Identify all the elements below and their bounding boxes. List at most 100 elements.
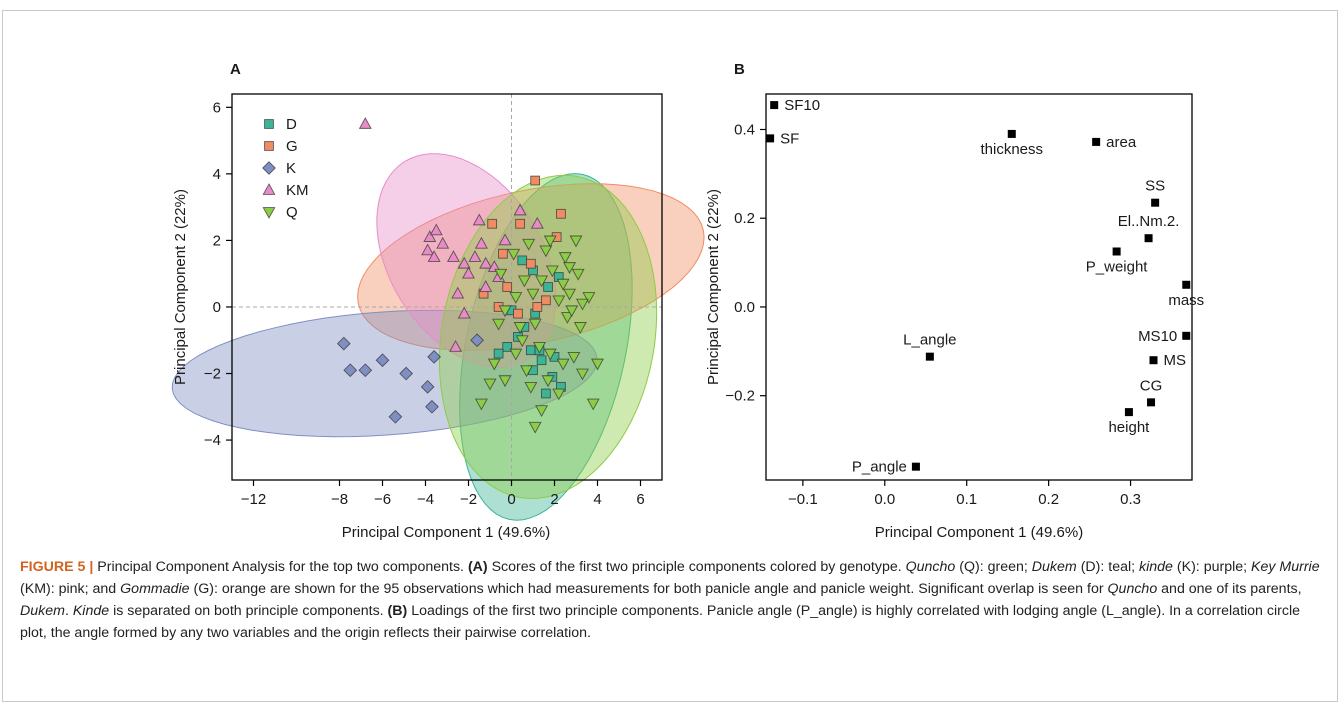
- ellipse-d: [459, 173, 633, 521]
- point-q: [558, 252, 572, 264]
- caption-panel-b-ref: (B): [387, 603, 408, 619]
- point-km: [429, 223, 443, 236]
- point-q: [535, 405, 549, 418]
- point-km: [472, 213, 486, 226]
- point-km: [474, 236, 488, 249]
- panel-a-y-ticks: −4 −2 0 2 4 6: [204, 99, 232, 449]
- point-k: [358, 363, 373, 378]
- x-tick-label: 0.1: [956, 491, 977, 508]
- point-km: [513, 203, 527, 216]
- point-q: [535, 275, 549, 288]
- loading-point: [766, 134, 775, 143]
- caption-genotype-name: Quncho: [1107, 581, 1158, 597]
- panel-a-y-axis-title: Principal Component 2 (22%): [172, 189, 189, 385]
- point-g: [556, 208, 566, 219]
- loading-point: [1182, 280, 1191, 289]
- panel-a-scores-plot: A −12 −8 −6 −4 −2 0 2 4 6 −4 −2 0 2 4 6 Principal Com…: [171, 61, 705, 541]
- point-km: [427, 250, 441, 262]
- figure-charts: A −12 −8 −6 −4 −2 0 2 4 6 −4 −2 0 2 4 6 Principal Com…: [171, 61, 1204, 541]
- loading-point: [1112, 247, 1121, 256]
- point-k: [375, 353, 390, 368]
- point-q: [524, 381, 538, 394]
- loading-label: MS10: [1138, 328, 1177, 345]
- point-q: [515, 335, 529, 348]
- point-q: [552, 295, 566, 308]
- point-q: [563, 262, 577, 274]
- point-k: [420, 379, 435, 394]
- x-tick-label: 0: [507, 491, 515, 508]
- point-q: [563, 288, 577, 301]
- legend-label-q: Q: [286, 204, 298, 221]
- point-k: [336, 336, 351, 351]
- legend-marker-q: [262, 207, 276, 219]
- panel-a-x-axis-title: Principal Component 1 (49.6%): [342, 524, 550, 541]
- legend-marker-km: [262, 183, 276, 195]
- point-q: [575, 368, 589, 381]
- point-km: [530, 216, 544, 229]
- panel-a-legend: DGK KM Q: [262, 116, 309, 221]
- x-tick-label: 4: [593, 491, 601, 508]
- point-km: [479, 256, 493, 269]
- point-q: [498, 375, 512, 388]
- point-q: [543, 348, 557, 361]
- point-km: [479, 280, 493, 292]
- caption-genotype-name: Quncho: [905, 559, 956, 575]
- point-g: [502, 282, 513, 292]
- point-d: [502, 342, 513, 352]
- caption-genotype-name: Dukem: [1031, 559, 1077, 575]
- x-tick-label: 2: [550, 491, 558, 508]
- point-q: [543, 235, 557, 248]
- point-km: [358, 117, 372, 129]
- panel-b-label: B: [734, 61, 745, 78]
- panel-a-x-ticks: −12 −8 −6 −4 −2 0 2 4 6: [241, 480, 645, 508]
- ellipse-q: [438, 174, 658, 500]
- ellipse-k: [171, 309, 598, 438]
- legend-marker-k: [262, 161, 276, 175]
- loading-point: [1124, 408, 1133, 417]
- y-tick-label: 2: [213, 232, 221, 249]
- point-km: [423, 230, 437, 242]
- caption-genotype-name: Gommadie: [120, 581, 190, 597]
- loading-label: area: [1106, 134, 1137, 151]
- point-k: [427, 350, 441, 364]
- caption-text: .: [64, 603, 73, 619]
- y-tick-label: −4: [204, 432, 221, 449]
- legend-label-k: K: [286, 160, 296, 177]
- point-km: [468, 250, 482, 262]
- point-k: [399, 366, 414, 381]
- panel-b-points: SF10 SF thickness area SS El..Nm.2. P_weightma…: [766, 97, 1204, 476]
- point-km: [498, 233, 512, 246]
- panel-b-x-ticks: −0.1 0.0 0.1 0.2 0.3: [788, 480, 1141, 508]
- loading-point: [1092, 137, 1101, 146]
- legend-marker-g: [264, 141, 274, 151]
- point-q: [552, 388, 566, 401]
- caption-text: (D): teal;: [1076, 559, 1140, 575]
- legend-label-km: KM: [286, 182, 309, 199]
- panel-b-loadings-plot: B SF10 SF thickness area SS El..Nm.2. P_weight…: [705, 61, 1204, 541]
- point-g: [498, 248, 508, 259]
- caption-text: is separated on both principle component…: [109, 603, 388, 619]
- panel-b-x-axis-title: Principal Component 1 (49.6%): [875, 524, 1083, 541]
- panel-a-points: [336, 117, 604, 434]
- y-tick-label: 6: [213, 99, 221, 116]
- caption-text: (Q): green;: [955, 559, 1032, 575]
- point-q: [517, 275, 531, 288]
- point-q: [474, 398, 488, 411]
- y-tick-label: 0.4: [734, 121, 755, 138]
- point-q: [498, 305, 512, 318]
- caption-text: Loadings of the first two principle comp…: [20, 603, 1300, 641]
- point-q: [545, 265, 559, 278]
- point-km: [436, 236, 450, 249]
- y-tick-label: 0.0: [734, 299, 755, 316]
- caption-genotype-name: Dukem: [20, 603, 65, 619]
- point-g: [525, 258, 536, 269]
- point-d: [493, 348, 504, 359]
- loading-label: P_angle: [852, 459, 907, 476]
- caption-text: Principal Component Analysis for the top…: [93, 559, 468, 575]
- x-tick-label: −6: [374, 491, 391, 508]
- point-q: [528, 318, 542, 331]
- point-k: [470, 333, 484, 348]
- point-d: [536, 355, 547, 366]
- point-q: [494, 268, 508, 281]
- loading-point: [770, 101, 779, 110]
